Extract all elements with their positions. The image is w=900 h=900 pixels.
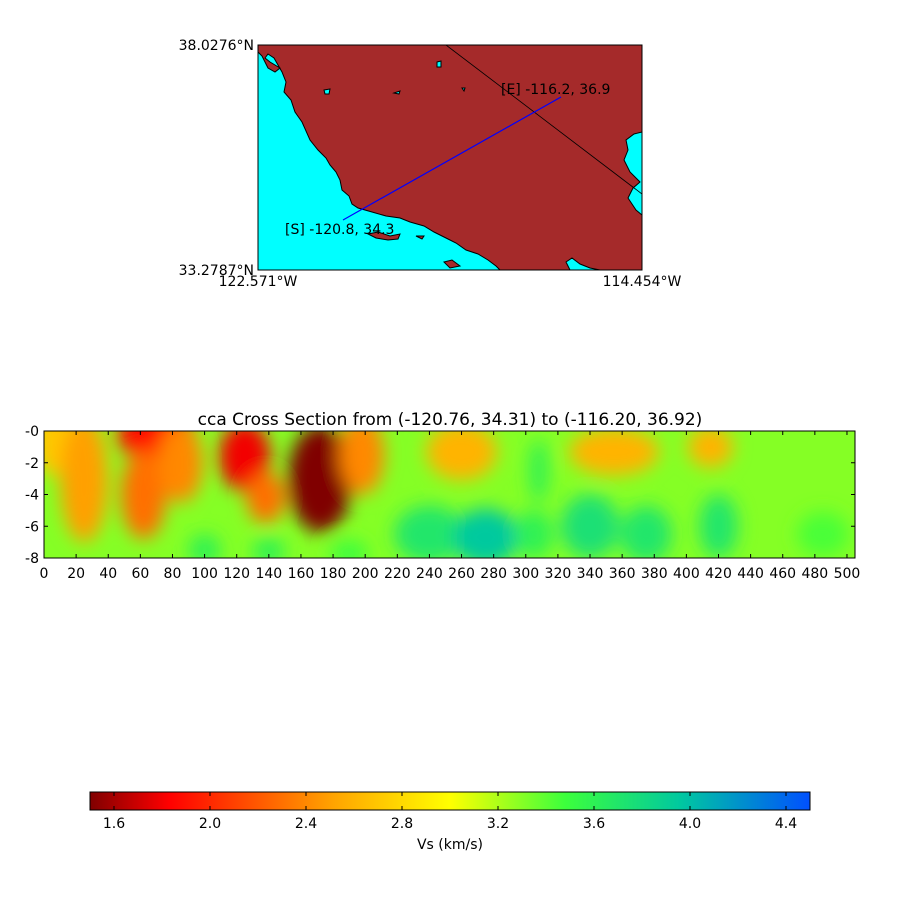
colorbar-tick-label: 3.2 — [487, 816, 509, 832]
vs-anomaly — [121, 450, 167, 539]
y-tick-label: -8 — [25, 551, 39, 567]
vs-anomaly — [288, 431, 353, 533]
x-tick-label: 160 — [288, 566, 315, 582]
map-end-label: [E] -116.2, 36.9 — [501, 82, 610, 98]
colorbar-tick-label: 4.0 — [679, 816, 701, 832]
x-tick-label: 240 — [416, 566, 443, 582]
profile-line — [342, 96, 562, 221]
map-lat-top-label: 38.0276°N — [179, 38, 254, 54]
map-panel: [S] -120.8, 34.3 [E] -116.2, 36.9 38.027… — [179, 38, 682, 290]
vs-anomaly — [561, 494, 619, 558]
x-tick-label: 400 — [673, 566, 700, 582]
x-tick-label: 300 — [512, 566, 539, 582]
map-lon-left-label: 122.571°W — [219, 274, 298, 290]
map-land — [258, 45, 642, 270]
x-tick-label: 200 — [352, 566, 379, 582]
y-tick-label: -2 — [25, 456, 39, 472]
x-tick-label: 20 — [67, 566, 85, 582]
island — [443, 259, 462, 269]
lake — [323, 88, 331, 95]
vs-anomaly — [246, 472, 285, 524]
lake — [461, 87, 466, 93]
vs-anomaly — [339, 431, 385, 495]
vs-anomaly — [252, 537, 285, 558]
x-tick-label: 360 — [609, 566, 636, 582]
vs-anomaly — [394, 505, 465, 558]
colorbar: 1.6 2.0 2.4 2.8 3.2 3.6 4.0 4.4 Vs (km/s) — [89, 791, 811, 853]
lake — [392, 90, 401, 95]
vs-anomaly — [699, 494, 738, 558]
state-border — [445, 45, 642, 195]
x-tick-label: 180 — [320, 566, 347, 582]
x-tick-label: 100 — [191, 566, 218, 582]
vs-anomaly — [528, 438, 549, 503]
vs-anomaly — [426, 431, 497, 481]
colorbar-tick-label: 2.8 — [391, 816, 413, 832]
x-tick-label: 60 — [131, 566, 149, 582]
map-frame — [257, 44, 643, 271]
y-tick-label: -6 — [25, 519, 39, 535]
map-lon-right-label: 114.454°W — [603, 274, 682, 290]
lake — [436, 60, 442, 68]
y-tick-label: -4 — [25, 488, 39, 504]
map-lat-bottom-label: 33.2787°N — [179, 263, 254, 279]
colorbar-tick-label: 4.4 — [775, 816, 797, 832]
vs-anomaly — [453, 508, 518, 558]
x-tick-label: 0 — [40, 566, 49, 582]
x-tick-label: 80 — [164, 566, 182, 582]
colorbar-tick-label: 2.0 — [199, 816, 221, 832]
x-tick-label: 480 — [801, 566, 828, 582]
x-tick-label: 320 — [545, 566, 572, 582]
x-tick-label: 140 — [255, 566, 282, 582]
x-tick-label: 340 — [577, 566, 604, 582]
x-tick-label: 120 — [223, 566, 250, 582]
x-tick-label: 440 — [737, 566, 764, 582]
colorbar-ticks: 1.6 2.0 2.4 2.8 3.2 3.6 4.0 4.4 — [103, 792, 797, 832]
x-tick-label: 40 — [99, 566, 117, 582]
colorbar-tick-label: 2.4 — [295, 816, 317, 832]
vs-anomaly — [158, 431, 203, 503]
x-tick-label: 460 — [769, 566, 796, 582]
x-axis: 0 20 40 60 80 100 120 140 160 180 200 220 240 260 280 3… — [40, 431, 861, 582]
vs-anomaly — [188, 534, 221, 558]
x-tick-label: 420 — [705, 566, 732, 582]
vs-anomaly — [514, 510, 554, 558]
x-tick-label: 500 — [834, 566, 861, 582]
cross-section-panel: cca Cross Section from (-120.76, 34.31) … — [25, 410, 861, 582]
island — [366, 231, 401, 241]
colorbar-tick-label: 3.6 — [583, 816, 605, 832]
map-start-label: [S] -120.8, 34.3 — [285, 222, 394, 238]
vs-anomaly — [60, 431, 109, 543]
colorbar-gradient — [89, 791, 811, 811]
x-tick-label: 380 — [641, 566, 668, 582]
colorbar-tick-label: 1.6 — [103, 816, 125, 832]
heatmap-field — [44, 431, 849, 558]
vs-anomaly — [329, 540, 369, 558]
x-tick-label: 260 — [448, 566, 475, 582]
x-tick-label: 280 — [480, 566, 507, 582]
vs-anomaly — [620, 505, 672, 558]
y-axis: -0 -2 -4 -6 -8 — [25, 424, 855, 567]
y-tick-label: -0 — [25, 424, 39, 440]
colorbar-label: Vs (km/s) — [417, 837, 483, 853]
vs-anomaly — [569, 431, 660, 476]
cross-section-title: cca Cross Section from (-120.76, 34.31) … — [198, 410, 703, 430]
vs-anomaly — [687, 431, 733, 468]
x-tick-label: 220 — [384, 566, 411, 582]
vs-anomaly — [797, 511, 849, 557]
island — [415, 235, 425, 240]
